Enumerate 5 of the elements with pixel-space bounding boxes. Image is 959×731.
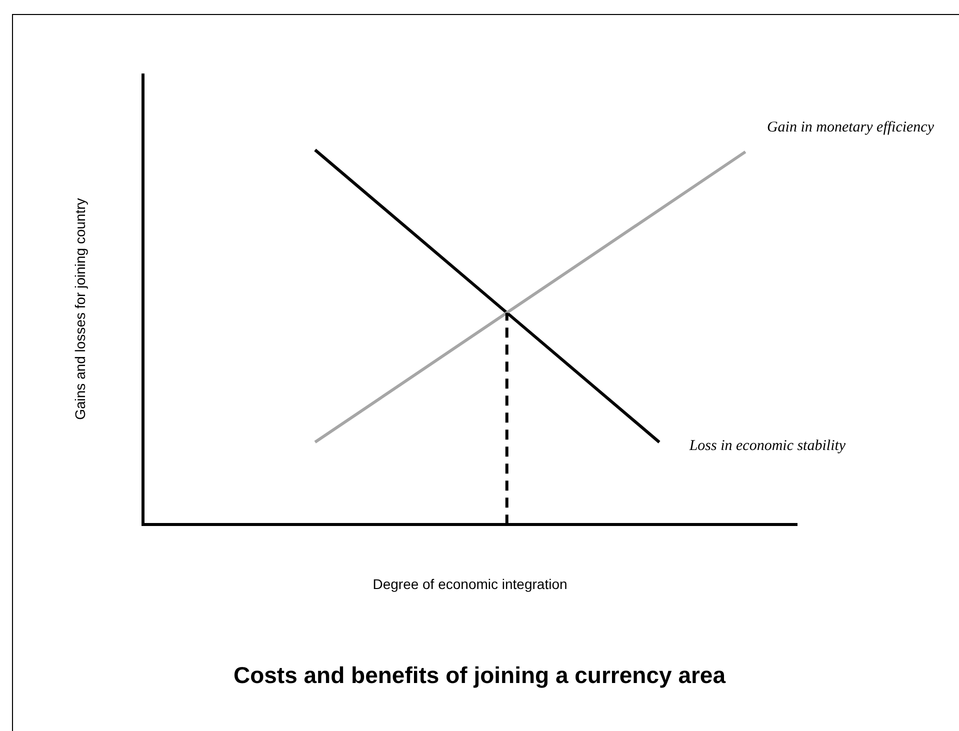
- y-axis-title: Gains and losses for joining country: [72, 198, 88, 420]
- text: Costs and benefits of joining a currency area: [232, 662, 727, 689]
- series-label: Gain in monetary efficiency: [766, 120, 934, 136]
- text: Loss in economic stability: [688, 438, 846, 454]
- x-axis-title: Degree of economic integration: [372, 576, 568, 592]
